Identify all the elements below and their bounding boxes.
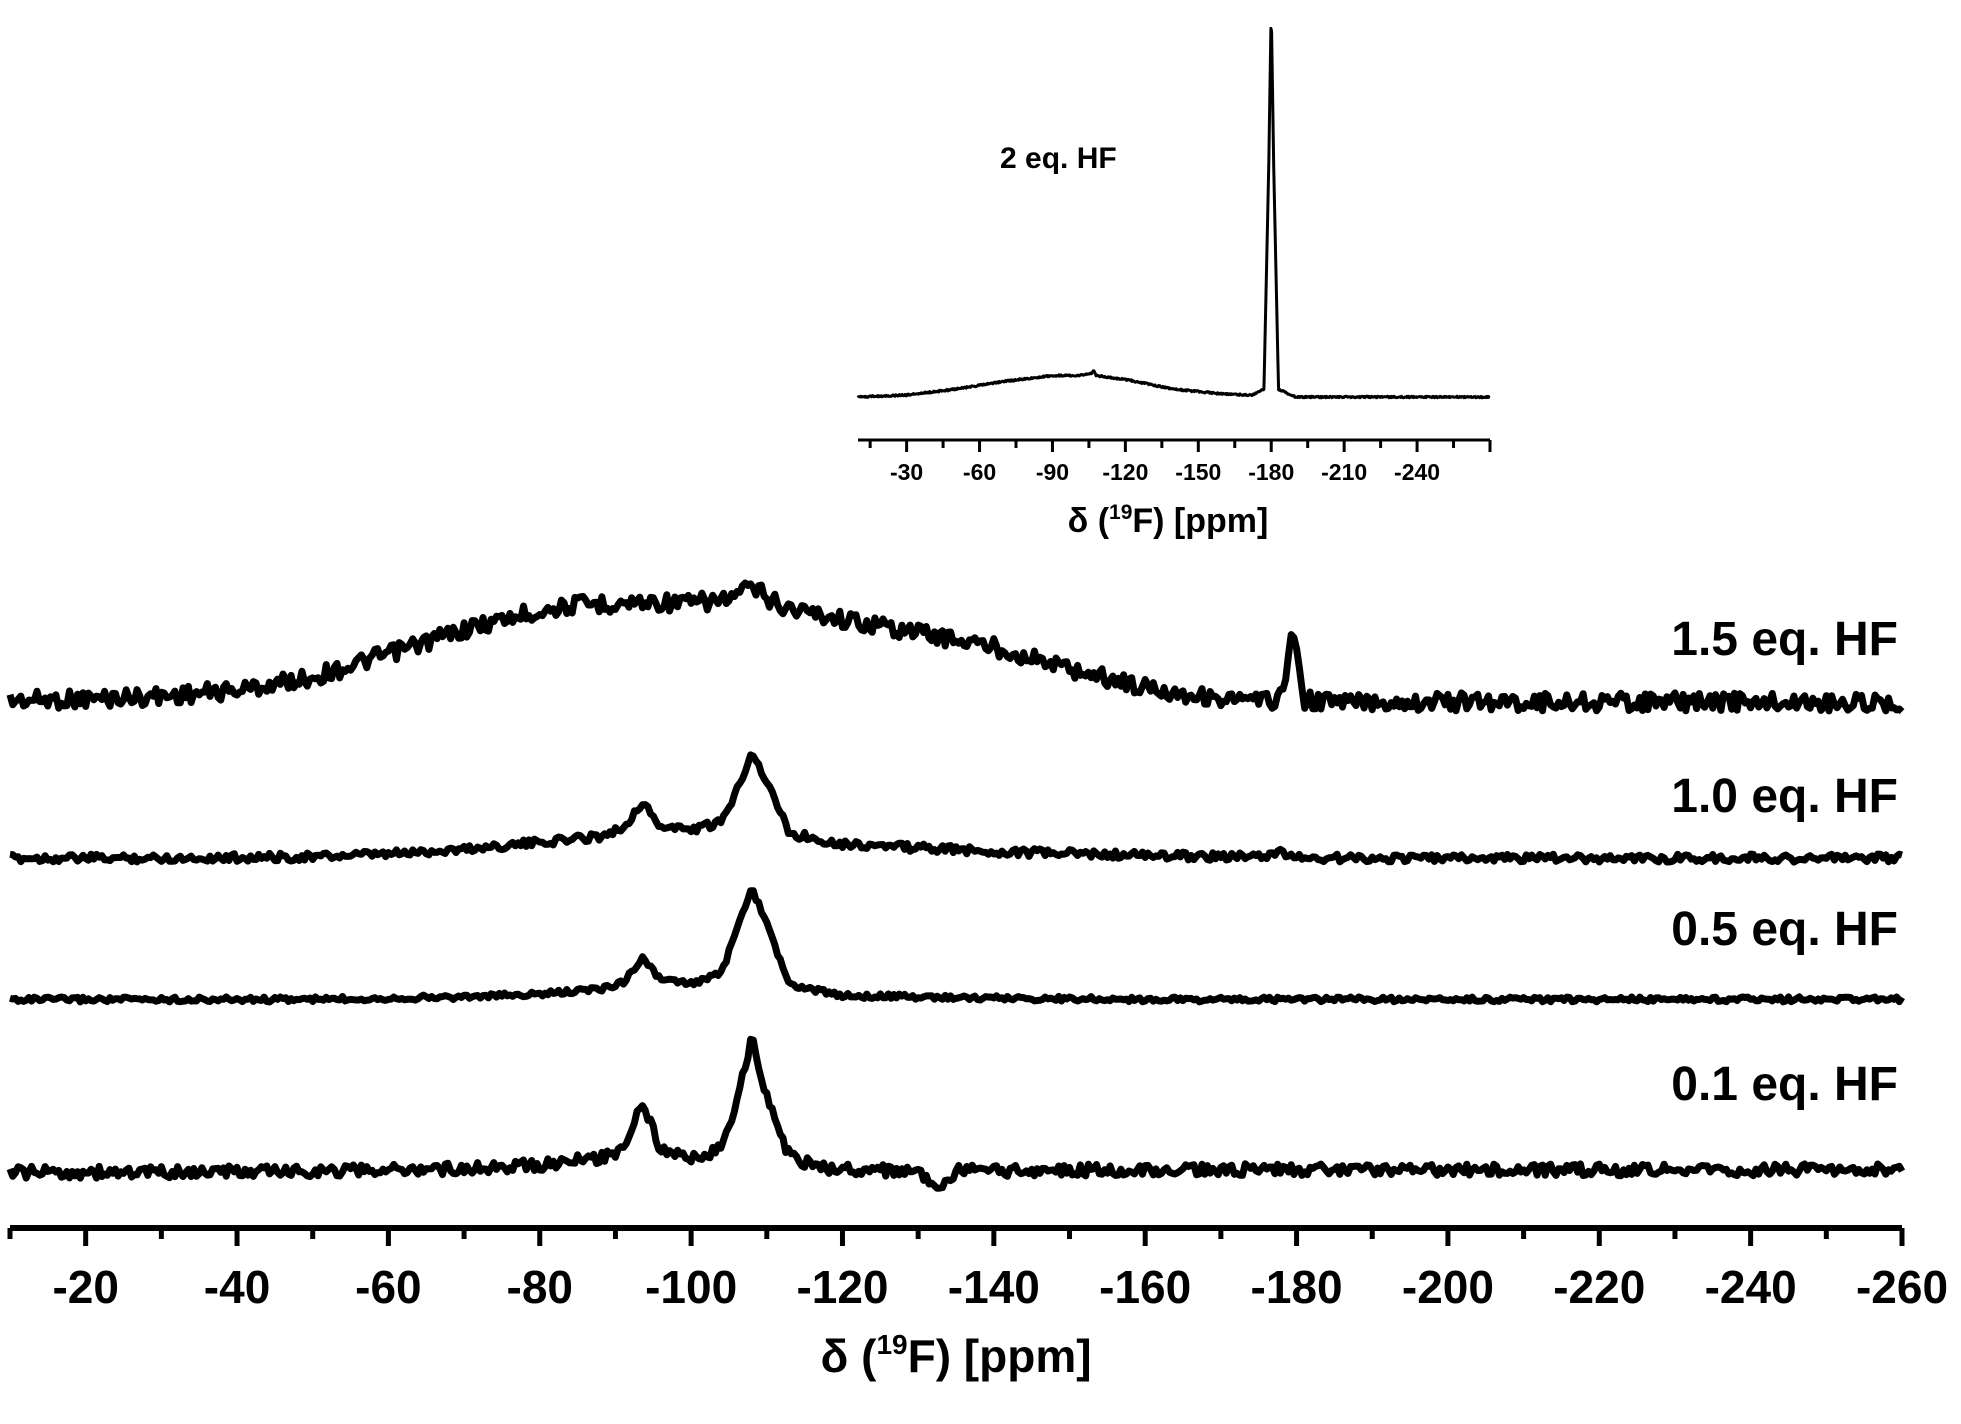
inset-series-label: 2 eq. HF	[1000, 142, 1117, 175]
main-tick-label: -220	[1553, 1261, 1645, 1313]
main-x-tick-labels: -20 -40 -60 -80 -100 -120 -140 -160 -180 -200 -220…	[52, 1261, 1948, 1313]
inset-tick-label: -90	[1036, 459, 1069, 485]
inset-spectrum-line	[856, 26, 1491, 400]
inset-x-ticks	[868, 440, 1492, 452]
spectrum-line-1-0	[9, 751, 1903, 866]
main-x-ticks	[7, 1228, 1905, 1246]
main-tick-label: -100	[645, 1261, 737, 1313]
main-tick-label: -240	[1705, 1261, 1797, 1313]
inset-chart: -30 -60 -90 -120 -150 -180 -210 -240 δ (19F) [p…	[856, 26, 1492, 540]
spectrum-line-0-1	[6, 1035, 1906, 1192]
main-tick-label: -40	[204, 1261, 270, 1313]
main-tick-label: -180	[1251, 1261, 1343, 1313]
main-tick-label: -120	[796, 1261, 888, 1313]
main-series-group	[6, 579, 1906, 1192]
main-chart: -20 -40 -60 -80 -100 -120 -140 -160 -180 -200 -220…	[6, 579, 1948, 1382]
inset-x-axis-title: δ (19F) [ppm]	[1068, 501, 1269, 540]
inset-tick-label: -60	[963, 459, 996, 485]
inset-tick-label: -150	[1175, 459, 1221, 485]
inset-tick-label: -180	[1248, 459, 1294, 485]
spectrum-line-0-5	[9, 887, 1905, 1006]
main-x-axis-title: δ (19F) [ppm]	[820, 1329, 1091, 1382]
inset-tick-label: -30	[890, 459, 923, 485]
series-label-1-0: 1.0 eq. HF	[1671, 770, 1898, 823]
series-label-0-5: 0.5 eq. HF	[1671, 903, 1898, 956]
main-series-labels: 1.5 eq. HF 1.0 eq. HF 0.5 eq. HF 0.1 eq. HF	[1671, 613, 1898, 1111]
inset-tick-label: -210	[1321, 459, 1367, 485]
main-tick-label: -20	[52, 1261, 118, 1313]
series-label-0-1: 0.1 eq. HF	[1671, 1058, 1898, 1111]
inset-tick-label: -120	[1102, 459, 1148, 485]
main-tick-label: -80	[507, 1261, 573, 1313]
spectrum-line-1-5	[6, 579, 1905, 715]
inset-x-tick-labels: -30 -60 -90 -120 -150 -180 -210 -240	[890, 459, 1440, 485]
main-tick-label: -60	[355, 1261, 421, 1313]
main-tick-label: -260	[1856, 1261, 1948, 1313]
main-tick-label: -200	[1402, 1261, 1494, 1313]
main-tick-label: -160	[1099, 1261, 1191, 1313]
series-label-1-5: 1.5 eq. HF	[1671, 613, 1898, 666]
inset-series-group	[856, 26, 1491, 400]
inset-tick-label: -240	[1394, 459, 1440, 485]
main-tick-label: -140	[948, 1261, 1040, 1313]
